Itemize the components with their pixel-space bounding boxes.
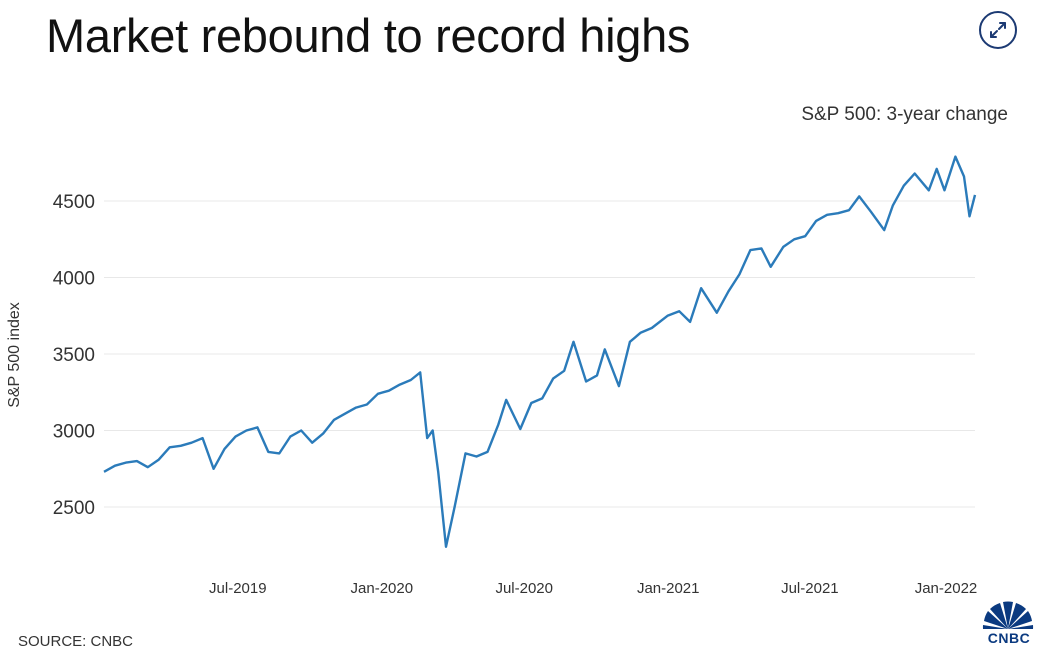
y-axis-ticks: 2500 3000 3500 4000 4500: [53, 192, 95, 519]
y-tick-label: 3500: [53, 345, 95, 366]
y-tick-label: 4000: [53, 269, 95, 290]
cnbc-logo-text: CNBC: [987, 630, 1031, 646]
x-tick-label: Jan-2020: [351, 580, 414, 597]
grid-lines: [104, 200, 975, 508]
source-note: SOURCE: CNBC: [18, 633, 134, 650]
y-tick-label: 4500: [53, 192, 95, 213]
cnbc-peacock-icon: [982, 601, 1034, 629]
series-line: [103, 155, 977, 548]
expand-button[interactable]: [979, 11, 1017, 49]
x-tick-label: Jan-2021: [637, 580, 700, 597]
y-axis-label: S&P 500 index: [6, 302, 23, 408]
expand-arrows-icon: [990, 22, 1006, 38]
x-tick-label: Jul-2020: [495, 580, 553, 597]
x-axis-ticks: Jul-2019 Jan-2020 Jul-2020 Jan-2021 Jul-2021…: [209, 580, 977, 597]
x-tick-label: Jan-2022: [915, 580, 978, 597]
chart-subtitle: S&P 500: 3-year change: [801, 104, 1008, 125]
page-title: Market rebound to record highs: [46, 9, 691, 62]
y-tick-label: 3000: [53, 422, 95, 443]
x-tick-label: Jul-2019: [209, 580, 267, 597]
x-tick-label: Jul-2021: [781, 580, 839, 597]
y-tick-label: 2500: [53, 498, 95, 519]
